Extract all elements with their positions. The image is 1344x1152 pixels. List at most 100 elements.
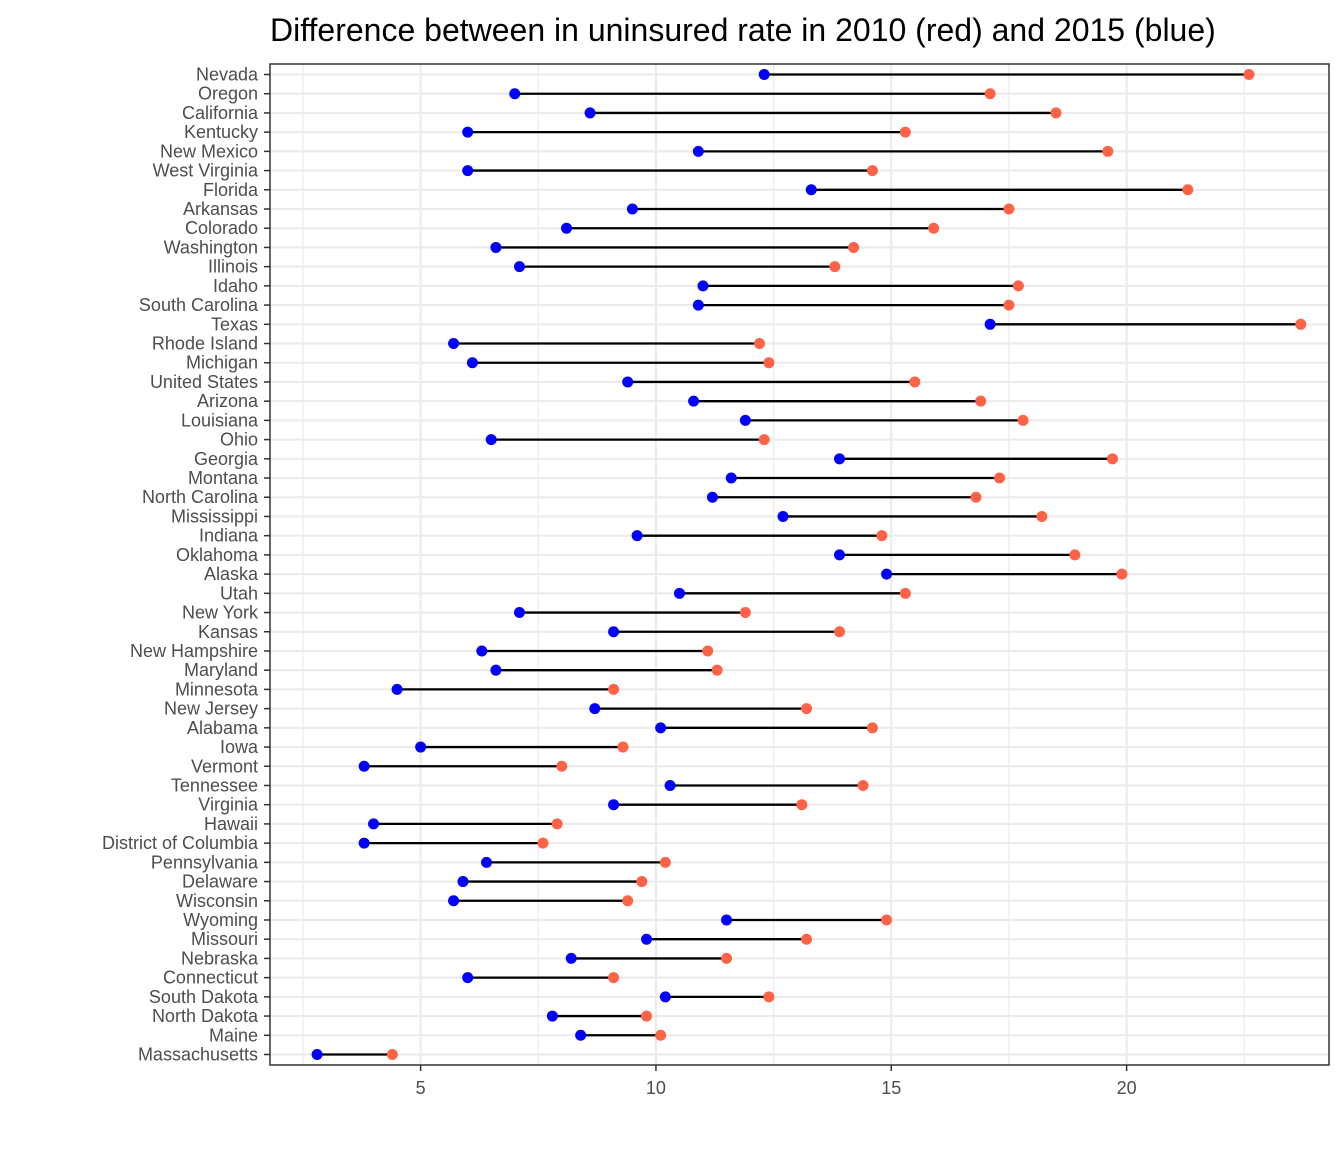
y-tick-label: New York	[182, 603, 259, 623]
point-2010	[622, 895, 634, 907]
point-2010	[608, 683, 620, 695]
point-2015	[655, 722, 667, 734]
y-tick-label: Rhode Island	[152, 334, 258, 354]
y-tick-label: Arkansas	[183, 199, 258, 219]
point-2015	[358, 837, 370, 849]
point-2015	[692, 299, 704, 311]
y-tick-label: Oklahoma	[176, 545, 259, 565]
point-2010	[881, 914, 893, 926]
point-2015	[462, 972, 474, 984]
point-2015	[490, 664, 502, 676]
point-2010	[909, 376, 921, 388]
point-2015	[462, 126, 474, 138]
point-2015	[481, 856, 493, 868]
y-tick-label: Maryland	[184, 660, 258, 680]
y-tick-label: Florida	[203, 180, 259, 200]
point-2015	[834, 453, 846, 465]
point-2015	[673, 587, 685, 599]
point-2010	[848, 241, 860, 253]
point-2015	[834, 549, 846, 561]
point-2015	[476, 645, 488, 657]
y-tick-label: New Jersey	[164, 699, 258, 719]
y-tick-label: New Hampshire	[130, 641, 258, 661]
point-2010	[1116, 568, 1128, 580]
point-2015	[664, 779, 676, 791]
point-2015	[485, 434, 497, 446]
point-2015	[706, 491, 718, 503]
y-tick-label: Kansas	[198, 622, 258, 642]
y-tick-label: North Dakota	[152, 1006, 259, 1026]
point-2015	[631, 530, 643, 542]
y-tick-label: Minnesota	[175, 679, 259, 699]
chart-title: Difference between in uninsured rate in …	[270, 12, 1216, 48]
point-2015	[777, 510, 789, 522]
point-2010	[801, 703, 813, 715]
y-tick-label: Oregon	[198, 84, 258, 104]
point-2010	[1017, 414, 1029, 426]
y-tick-label: Pennsylvania	[151, 852, 259, 872]
y-tick-label: Maine	[209, 1025, 258, 1045]
y-tick-label: Idaho	[213, 276, 258, 296]
point-2015	[984, 318, 996, 330]
y-tick-label: Iowa	[220, 737, 259, 757]
point-2015	[739, 414, 751, 426]
point-2010	[608, 972, 620, 984]
y-tick-label: Mississippi	[171, 506, 258, 526]
point-2010	[763, 357, 775, 369]
point-2015	[546, 1010, 558, 1022]
point-2010	[758, 434, 770, 446]
point-2015	[561, 222, 573, 234]
point-2015	[448, 895, 460, 907]
x-tick-label: 5	[416, 1078, 426, 1098]
point-2010	[739, 607, 751, 619]
point-2010	[834, 626, 846, 638]
point-2010	[1102, 145, 1114, 157]
point-2010	[1243, 69, 1255, 80]
point-2010	[829, 261, 841, 273]
point-2010	[1003, 203, 1015, 215]
point-2010	[1069, 549, 1081, 561]
y-tick-label: Vermont	[191, 756, 258, 776]
point-2010	[899, 587, 911, 599]
y-tick-label: Washington	[164, 237, 258, 257]
point-2015	[311, 1049, 323, 1060]
x-tick-label: 10	[646, 1078, 666, 1098]
y-tick-label: District of Columbia	[102, 833, 259, 853]
y-tick-label: South Dakota	[149, 987, 259, 1007]
point-2010	[711, 664, 723, 676]
y-tick-label: Delaware	[182, 872, 258, 892]
point-2015	[368, 818, 380, 830]
y-tick-label: North Carolina	[142, 487, 259, 507]
point-2015	[466, 357, 478, 369]
y-tick-label: Wyoming	[183, 910, 258, 930]
point-2010	[796, 799, 808, 811]
point-2010	[636, 876, 648, 888]
point-2010	[975, 395, 987, 407]
y-tick-label: Utah	[220, 583, 258, 603]
y-tick-label: California	[182, 103, 259, 123]
point-2010	[1050, 107, 1062, 119]
point-2015	[509, 88, 521, 100]
y-tick-label: Texas	[211, 314, 258, 334]
x-tick-label: 15	[881, 1078, 901, 1098]
point-2010	[928, 222, 940, 234]
y-tick-label: Georgia	[194, 449, 259, 469]
point-2010	[899, 126, 911, 138]
y-tick-label: Illinois	[208, 257, 258, 277]
point-2010	[857, 779, 869, 791]
point-2010	[1036, 510, 1048, 522]
point-2015	[358, 760, 370, 772]
y-tick-label: Arizona	[197, 391, 259, 411]
point-2010	[1106, 453, 1118, 465]
point-2015	[608, 799, 620, 811]
y-tick-label: Colorado	[185, 218, 258, 238]
grid-lines	[270, 64, 1329, 1065]
point-2015	[659, 991, 671, 1003]
y-tick-label: Nebraska	[181, 948, 259, 968]
point-2015	[457, 876, 469, 888]
point-2010	[386, 1049, 398, 1060]
point-2010	[753, 338, 765, 350]
y-tick-label: Massachusetts	[138, 1045, 258, 1065]
point-2015	[725, 472, 737, 484]
